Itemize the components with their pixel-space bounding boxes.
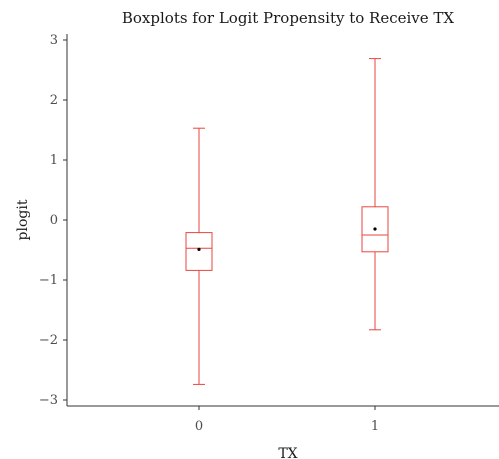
x-axis-label: TX — [278, 446, 297, 459]
iqr-box — [185, 232, 213, 271]
x-tick-label: 0 — [195, 419, 203, 434]
y-tick-label: 0 — [50, 213, 58, 228]
y-tick-label: 1 — [50, 153, 58, 168]
y-tick-label: −2 — [39, 333, 58, 348]
iqr-box — [361, 206, 389, 253]
y-tick-label: 3 — [50, 33, 58, 48]
y-tick-label: −3 — [39, 393, 58, 408]
mean-point — [373, 227, 377, 231]
y-tick-label: −1 — [39, 273, 58, 288]
y-axis-label: plogit — [15, 199, 31, 240]
chart-title: Boxplots for Logit Propensity to Receive… — [122, 9, 455, 27]
plot-area: −3 −2 −1 0 1 2 3 0 1 — [39, 33, 499, 434]
y-tick-label: 2 — [50, 93, 58, 108]
mean-point — [197, 247, 201, 251]
x-tick-label: 1 — [371, 419, 379, 434]
